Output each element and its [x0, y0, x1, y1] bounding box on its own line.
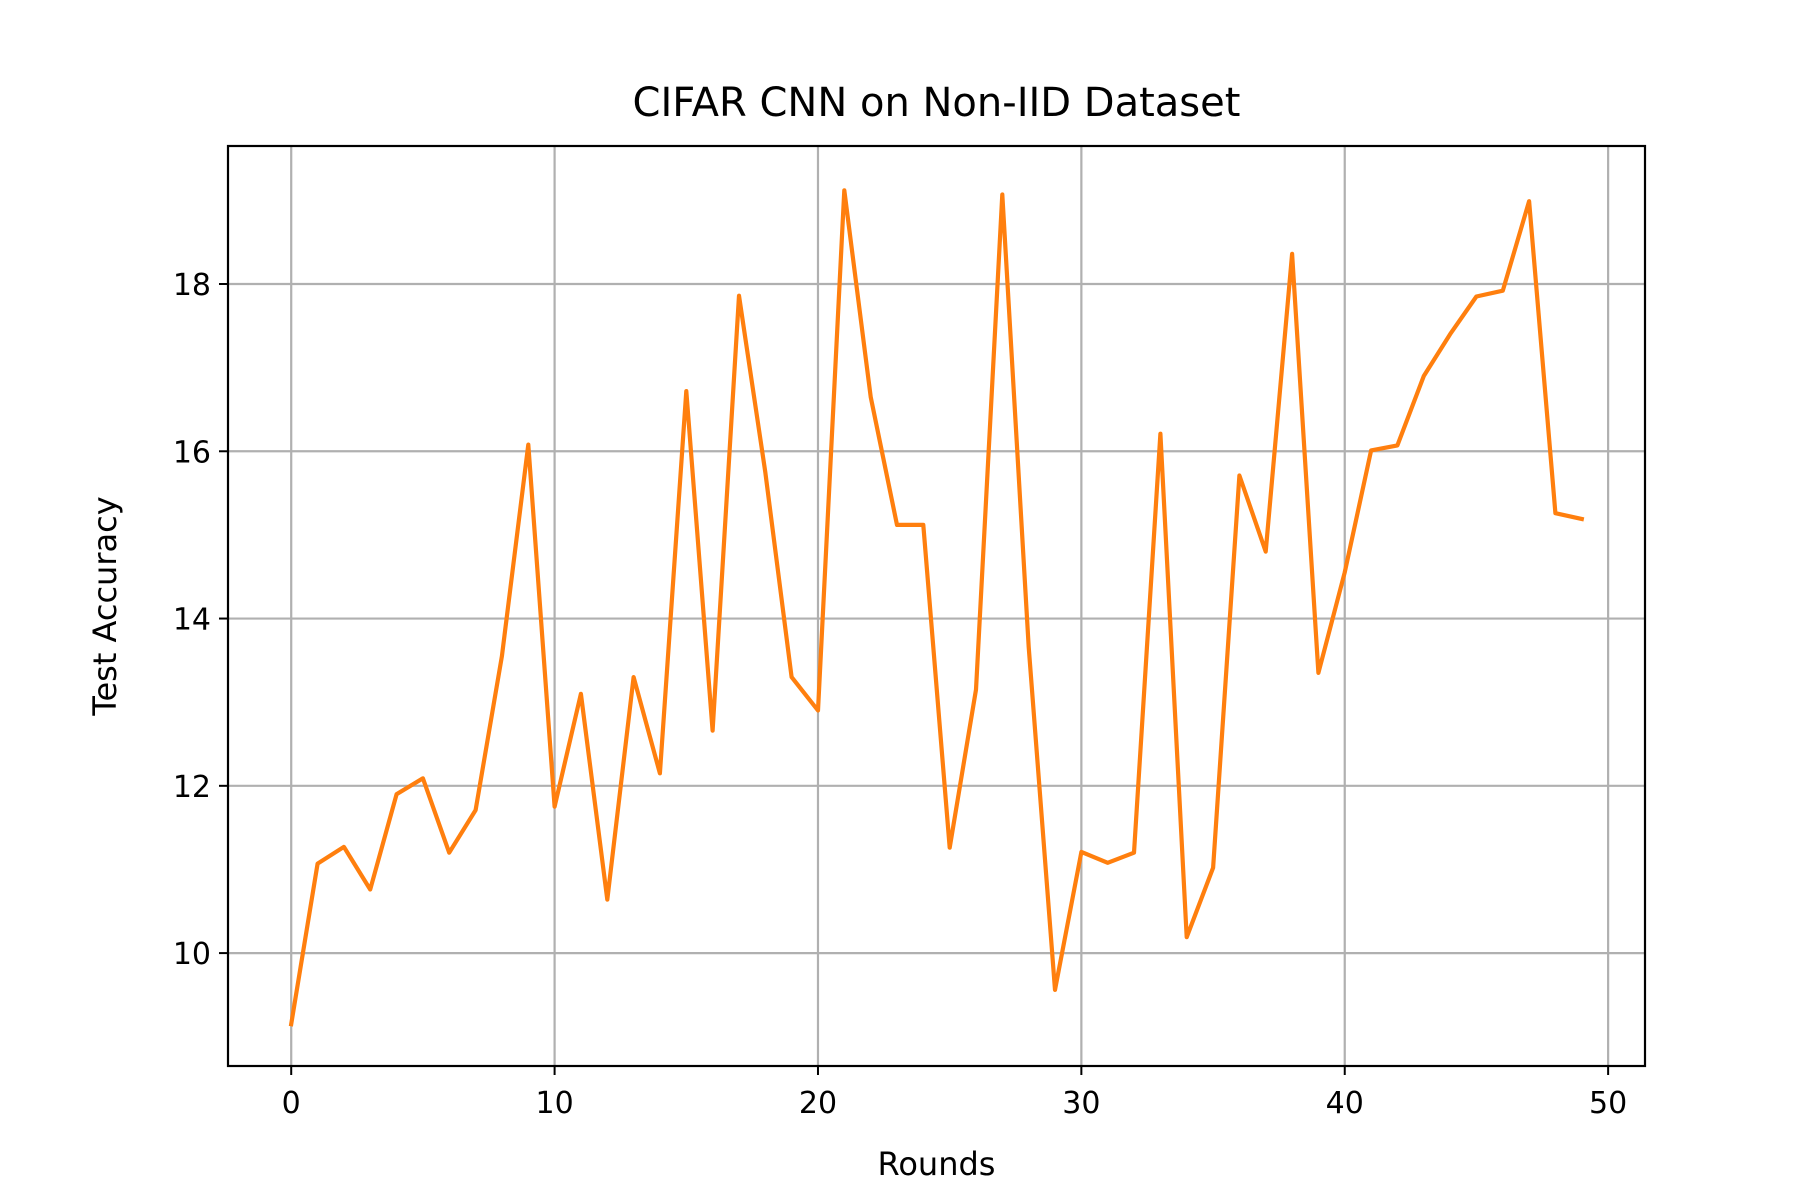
y-axis-label: Test Accuracy: [86, 496, 124, 716]
y-tick-label: 14: [173, 603, 211, 638]
y-tick-label: 16: [173, 435, 211, 470]
plot-frame: [226, 144, 1647, 1068]
y-tick-label: 10: [173, 937, 211, 972]
x-tick-label: 0: [282, 1086, 301, 1121]
axis-ticks: 0 10 20 30 40 50 10 12 14 16 18: [173, 268, 1627, 1121]
y-tick-label: 18: [173, 268, 211, 303]
chart-title: CIFAR CNN on Non-IID Dataset: [633, 80, 1241, 126]
x-tick-label: 50: [1589, 1086, 1627, 1121]
series-layer: [288, 188, 1585, 1027]
y-tick-label: 12: [173, 770, 211, 805]
x-tick-label: 20: [799, 1086, 837, 1121]
grid-lines: [228, 146, 1645, 1066]
x-tick-label: 10: [536, 1086, 574, 1121]
x-tick-label: 40: [1326, 1086, 1364, 1121]
series-line: [288, 188, 1585, 1027]
x-axis-label: Rounds: [878, 1145, 996, 1183]
x-tick-label: 30: [1062, 1086, 1100, 1121]
